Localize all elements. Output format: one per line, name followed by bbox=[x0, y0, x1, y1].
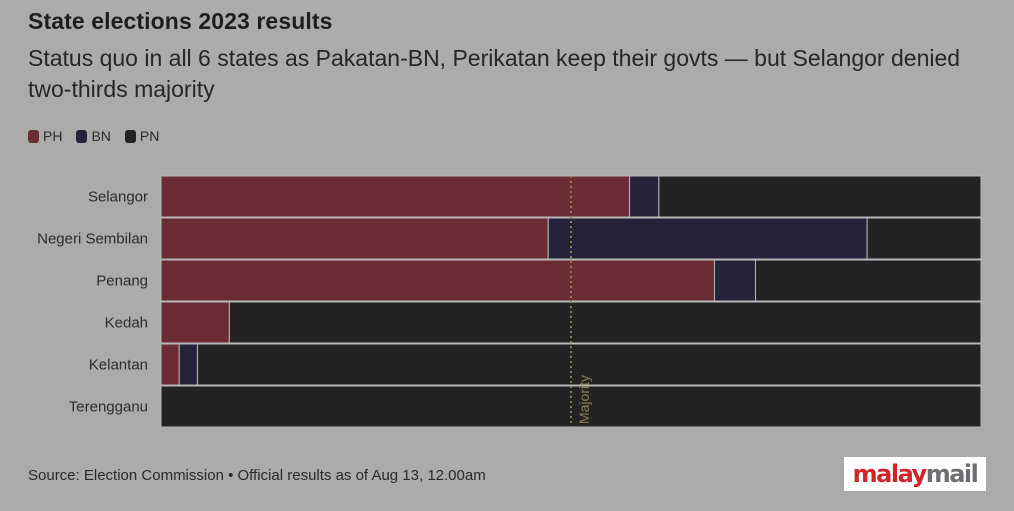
bar-negeri-sembilan-bn bbox=[547, 217, 868, 260]
bar-kedah-pn bbox=[228, 301, 982, 344]
bar-penang-bn bbox=[714, 259, 756, 302]
legend-label-bn: BN bbox=[91, 128, 111, 144]
category-label-terengganu: Terengganu bbox=[69, 399, 148, 416]
legend-label-pn: PN bbox=[139, 128, 160, 144]
legend-item-ph: PH bbox=[28, 128, 62, 144]
bar-kelantan-bn bbox=[178, 343, 198, 386]
legend: PH BN PN bbox=[28, 128, 159, 144]
bar-selangor-pn bbox=[658, 175, 982, 218]
bar-negeri-sembilan-ph bbox=[160, 217, 549, 260]
bar-kelantan-ph bbox=[160, 343, 180, 386]
legend-swatch-bn bbox=[76, 129, 88, 143]
logo-text-grey: mail bbox=[925, 460, 979, 488]
category-label-selangor: Selangor bbox=[88, 189, 148, 206]
source-note: Source: Election Commission • Official r… bbox=[28, 467, 486, 484]
bar-kelantan-pn bbox=[196, 343, 982, 386]
bar-negeri-sembilan-pn bbox=[866, 217, 982, 260]
malaymail-logo: malay mail bbox=[844, 457, 986, 491]
category-label-kelantan: Kelantan bbox=[89, 357, 148, 374]
bar-selangor-ph bbox=[160, 175, 631, 218]
bar-penang-ph bbox=[160, 259, 715, 302]
category-label-penang: Penang bbox=[96, 273, 148, 290]
category-label-kedah: Kedah bbox=[105, 315, 148, 332]
majority-label: Majority bbox=[576, 375, 592, 424]
legend-item-bn: BN bbox=[76, 128, 111, 144]
legend-label-ph: PH bbox=[43, 128, 63, 144]
bar-kedah-ph bbox=[160, 301, 230, 344]
chart-title: State elections 2023 results bbox=[28, 8, 333, 34]
logo-text-red: malay bbox=[852, 460, 928, 488]
bar-penang-pn bbox=[755, 259, 982, 302]
bar-selangor-bn bbox=[629, 175, 660, 218]
legend-swatch-ph bbox=[28, 129, 39, 143]
chart-subtitle: Status quo in all 6 states as Pakatan-BN… bbox=[28, 45, 961, 102]
category-label-negeri-sembilan: Negeri Sembilan bbox=[37, 231, 148, 248]
legend-item-pn: PN bbox=[124, 128, 160, 144]
legend-swatch-pn bbox=[124, 129, 136, 143]
